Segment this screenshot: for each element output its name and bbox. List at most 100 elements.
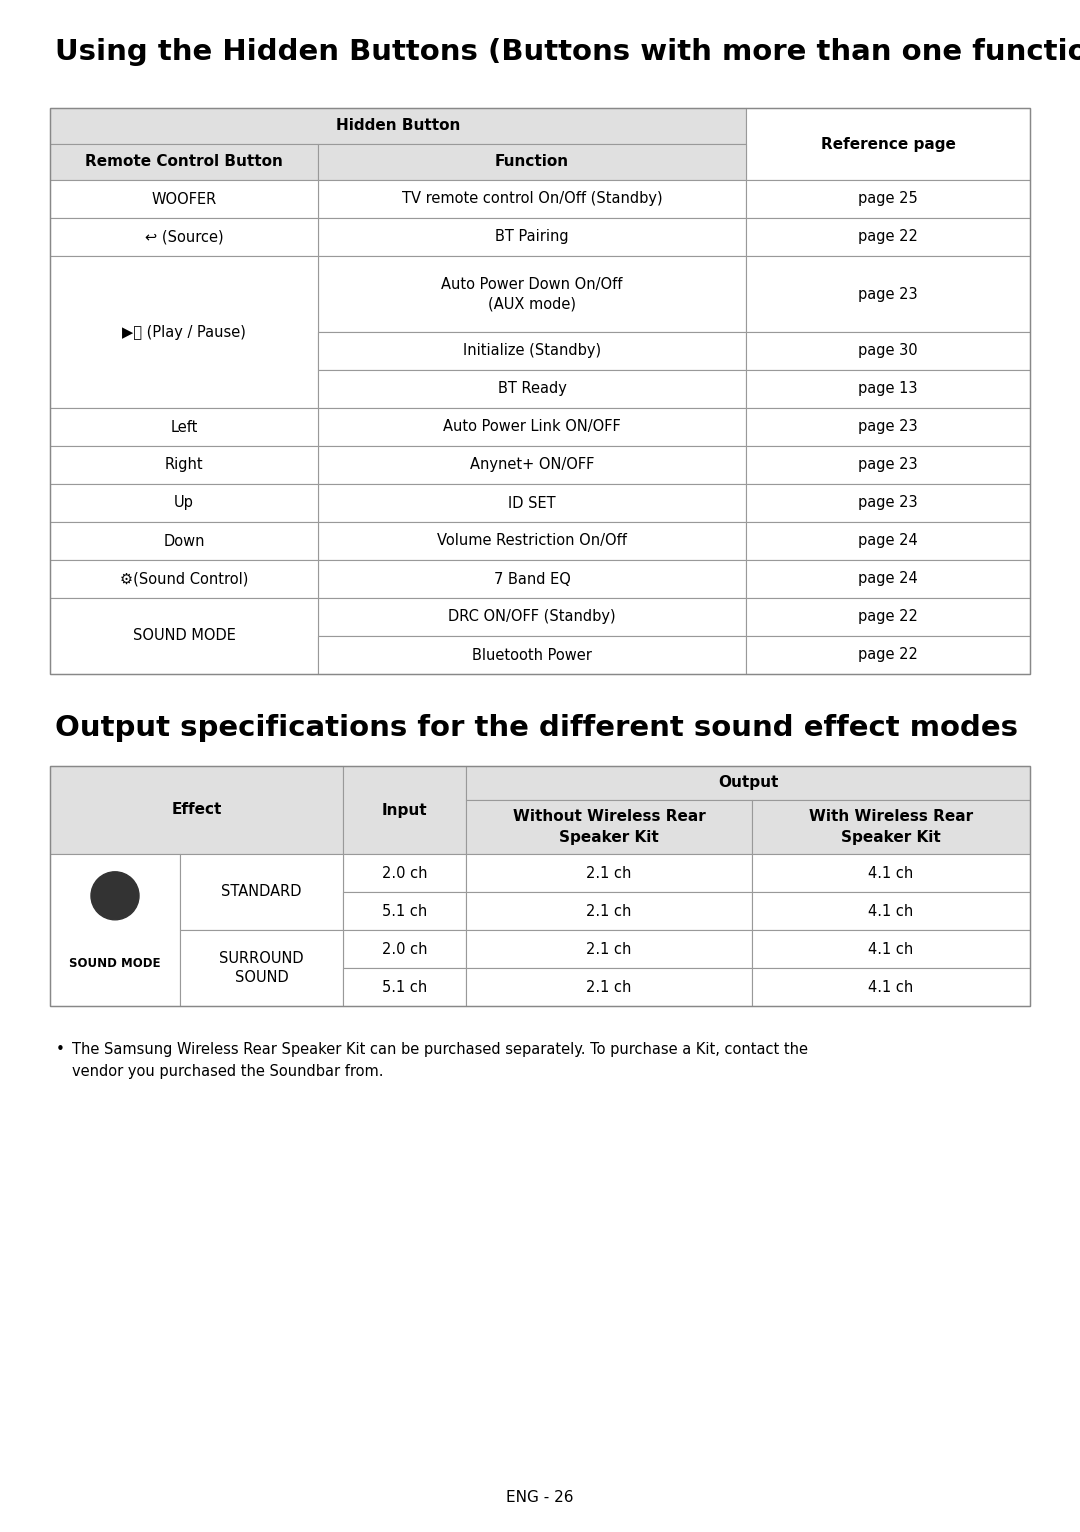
Text: 4.1 ch: 4.1 ch xyxy=(868,866,914,881)
Bar xyxy=(752,892,1030,930)
Text: ↩ (Source): ↩ (Source) xyxy=(145,230,224,245)
Text: Input: Input xyxy=(381,803,428,818)
Bar xyxy=(465,766,1030,800)
Bar xyxy=(746,256,1030,332)
Bar xyxy=(318,636,746,674)
Bar xyxy=(746,597,1030,636)
Bar xyxy=(50,484,318,522)
Text: ▶⏸ (Play / Pause): ▶⏸ (Play / Pause) xyxy=(122,325,246,340)
Bar xyxy=(50,853,180,1007)
Bar xyxy=(50,522,318,561)
Bar xyxy=(180,930,343,1007)
Text: page 22: page 22 xyxy=(859,648,918,662)
Bar xyxy=(318,408,746,446)
Bar xyxy=(50,218,318,256)
Text: Effect: Effect xyxy=(172,803,221,818)
Text: Bluetooth Power: Bluetooth Power xyxy=(472,648,592,662)
Text: 5.1 ch: 5.1 ch xyxy=(382,979,427,994)
Bar xyxy=(318,371,746,408)
Bar xyxy=(465,800,752,853)
Bar xyxy=(752,930,1030,968)
Text: STANDARD: STANDARD xyxy=(221,884,301,899)
Text: page 23: page 23 xyxy=(859,458,918,472)
Text: Auto Power Down On/Off
(AUX mode): Auto Power Down On/Off (AUX mode) xyxy=(442,277,623,311)
Bar xyxy=(465,892,752,930)
Text: Anynet+ ON/OFF: Anynet+ ON/OFF xyxy=(470,458,594,472)
Text: •: • xyxy=(55,1042,65,1057)
Bar xyxy=(318,446,746,484)
Bar xyxy=(180,853,343,930)
Text: Left: Left xyxy=(171,420,198,435)
Bar xyxy=(50,766,1030,1007)
Text: Function: Function xyxy=(495,155,569,170)
Bar xyxy=(50,766,343,853)
Circle shape xyxy=(91,872,139,919)
Text: page 23: page 23 xyxy=(859,495,918,510)
Text: SOUND MODE: SOUND MODE xyxy=(133,628,235,643)
Bar xyxy=(318,597,746,636)
Text: Up: Up xyxy=(174,495,194,510)
Bar xyxy=(318,179,746,218)
Text: page 23: page 23 xyxy=(859,420,918,435)
Text: page 13: page 13 xyxy=(859,381,918,397)
Bar xyxy=(752,853,1030,892)
Bar xyxy=(746,107,1030,179)
Text: Remote Control Button: Remote Control Button xyxy=(85,155,283,170)
Bar xyxy=(318,332,746,371)
Bar xyxy=(50,107,746,144)
Text: 2.1 ch: 2.1 ch xyxy=(586,904,632,919)
Bar xyxy=(752,800,1030,853)
Text: page 24: page 24 xyxy=(859,533,918,548)
Text: Without Wireless Rear
Speaker Kit: Without Wireless Rear Speaker Kit xyxy=(513,809,705,846)
Bar xyxy=(746,561,1030,597)
Bar xyxy=(746,522,1030,561)
Bar xyxy=(465,853,752,892)
Text: BT Ready: BT Ready xyxy=(498,381,566,397)
Text: Right: Right xyxy=(164,458,203,472)
Text: ⚙(Sound Control): ⚙(Sound Control) xyxy=(120,571,248,587)
Text: ENG - 26: ENG - 26 xyxy=(507,1489,573,1504)
Text: page 30: page 30 xyxy=(859,343,918,358)
Bar xyxy=(318,256,746,332)
Bar xyxy=(746,446,1030,484)
Text: WOOFER: WOOFER xyxy=(151,192,217,207)
Bar xyxy=(50,408,318,446)
Text: ID SET: ID SET xyxy=(509,495,556,510)
Bar xyxy=(343,892,465,930)
Bar xyxy=(50,107,1030,674)
Bar xyxy=(746,636,1030,674)
Text: Reference page: Reference page xyxy=(821,136,956,152)
Bar xyxy=(343,930,465,968)
Text: vendor you purchased the Soundbar from.: vendor you purchased the Soundbar from. xyxy=(72,1065,383,1079)
Text: page 22: page 22 xyxy=(859,230,918,245)
Bar xyxy=(746,371,1030,408)
Bar xyxy=(318,561,746,597)
Text: 2.1 ch: 2.1 ch xyxy=(586,866,632,881)
Bar xyxy=(746,179,1030,218)
Bar xyxy=(50,144,318,179)
Bar xyxy=(50,561,318,597)
Text: DRC ON/OFF (Standby): DRC ON/OFF (Standby) xyxy=(448,610,616,625)
Bar xyxy=(50,597,318,674)
Bar xyxy=(318,522,746,561)
Text: Hidden Button: Hidden Button xyxy=(336,118,460,133)
Bar xyxy=(50,256,318,408)
Text: SOUND
MODE: SOUND MODE xyxy=(98,885,132,905)
Text: The Samsung Wireless Rear Speaker Kit can be purchased separately. To purchase a: The Samsung Wireless Rear Speaker Kit ca… xyxy=(72,1042,808,1057)
Bar xyxy=(746,484,1030,522)
Text: Using the Hidden Buttons (Buttons with more than one function): Using the Hidden Buttons (Buttons with m… xyxy=(55,38,1080,66)
Text: page 24: page 24 xyxy=(859,571,918,587)
Text: Down: Down xyxy=(163,533,205,548)
Text: page 23: page 23 xyxy=(859,286,918,302)
Text: 4.1 ch: 4.1 ch xyxy=(868,979,914,994)
Text: Auto Power Link ON/OFF: Auto Power Link ON/OFF xyxy=(443,420,621,435)
Text: BT Pairing: BT Pairing xyxy=(496,230,569,245)
Bar xyxy=(318,218,746,256)
Bar xyxy=(318,484,746,522)
Bar xyxy=(752,968,1030,1007)
Bar xyxy=(50,446,318,484)
Text: page 25: page 25 xyxy=(859,192,918,207)
Bar xyxy=(746,408,1030,446)
Text: Initialize (Standby): Initialize (Standby) xyxy=(463,343,602,358)
Text: SURROUND
SOUND: SURROUND SOUND xyxy=(219,950,303,985)
